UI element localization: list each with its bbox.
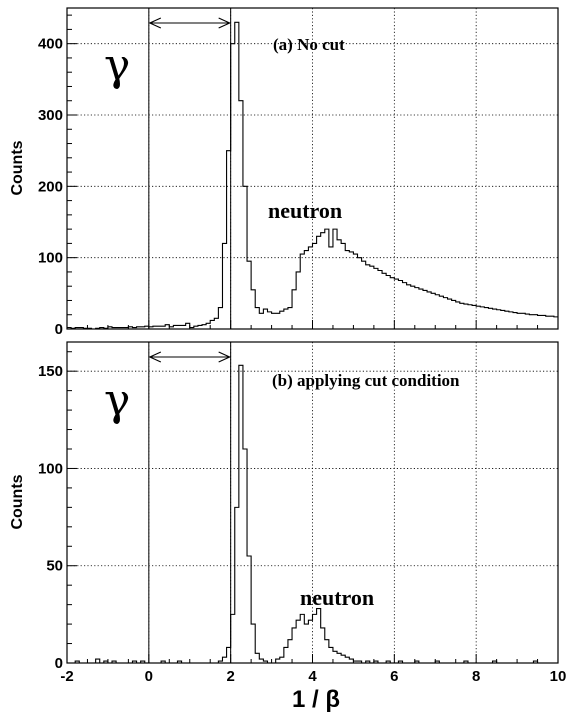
panel-b-neutron-label: neutron xyxy=(300,585,374,610)
panel-b-ylabel: Counts xyxy=(9,474,26,529)
x-tick-label: 8 xyxy=(472,668,480,685)
y-tick-label: 150 xyxy=(38,363,63,380)
panel-a: 0 100 200 300 400 (a) No cut γ neutron Count… xyxy=(9,7,559,338)
x-tick-label: 10 xyxy=(550,668,567,685)
y-tick-label: 0 xyxy=(55,655,63,672)
y-tick-label: 200 xyxy=(38,178,63,195)
y-tick-label: 0 xyxy=(55,321,63,338)
panel-b-cut-arrow xyxy=(148,351,231,363)
x-tick-label: 6 xyxy=(390,668,398,685)
y-tick-label: 400 xyxy=(38,36,63,53)
panel-b-title: (b) applying cut condition xyxy=(272,371,460,390)
x-tick-label: -2 xyxy=(60,668,73,685)
panel-a-neutron-label: neutron xyxy=(268,198,342,223)
panel-a-histogram xyxy=(67,21,558,330)
x-tick-label: 2 xyxy=(226,668,234,685)
y-tick-label: 300 xyxy=(38,107,63,124)
panel-a-ylabel: Counts xyxy=(9,140,26,195)
y-tick-label: 50 xyxy=(46,558,63,575)
arrow-head-right xyxy=(218,17,231,29)
panel-a-tick-labels: 0 100 200 300 400 xyxy=(38,36,63,338)
arrow-head-right xyxy=(218,351,231,363)
panel-a-title: (a) No cut xyxy=(273,35,345,54)
y-tick-label: 100 xyxy=(38,460,63,477)
arrow-head-left xyxy=(148,17,162,29)
panel-a-cut-arrow xyxy=(148,17,231,29)
panel-b-histogram xyxy=(67,364,558,664)
x-tick-label: 0 xyxy=(145,668,153,685)
panel-b-gamma-label: γ xyxy=(104,375,130,426)
panel-a-gamma-label: γ xyxy=(104,40,130,91)
panel-a-grid xyxy=(67,8,558,329)
arrow-head-left xyxy=(148,351,162,363)
x-axis-label: 1 / β xyxy=(292,686,340,713)
x-tick-label: 4 xyxy=(308,668,317,685)
y-tick-label: 100 xyxy=(38,250,63,267)
